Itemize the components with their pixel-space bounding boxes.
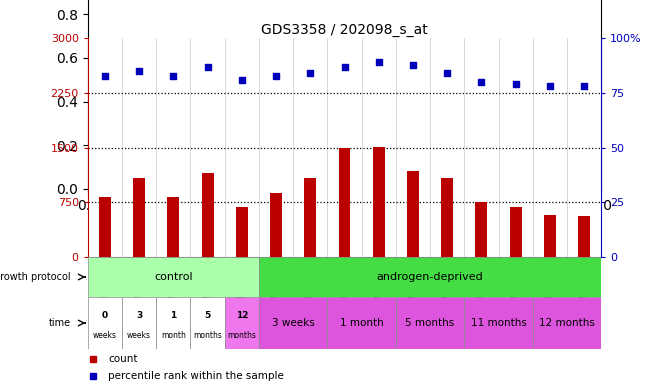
Bar [328,297,396,349]
Bar [441,178,453,257]
Point [237,77,247,83]
Bar [190,297,225,349]
Point [579,83,590,89]
Text: 5 months: 5 months [406,318,455,328]
Text: 1 month: 1 month [340,318,383,328]
Text: percentile rank within the sample: percentile rank within the sample [109,371,284,381]
Text: 1: 1 [170,311,176,320]
Point [271,73,281,79]
Bar [259,297,328,349]
Text: 5: 5 [205,311,211,320]
Text: months: months [227,331,256,341]
Text: 12 months: 12 months [539,318,595,328]
Bar [167,197,179,257]
Text: months: months [193,331,222,341]
Text: month: month [161,331,186,341]
Bar [122,297,156,349]
Bar [396,297,464,349]
Text: growth protocol: growth protocol [0,272,71,282]
Bar [475,202,488,257]
Bar [544,215,556,257]
Point [408,61,418,68]
Bar [270,193,282,257]
Text: time: time [49,318,71,328]
Bar [578,216,590,257]
Bar [202,173,214,257]
Bar [88,297,122,349]
Text: 0: 0 [102,311,108,320]
Text: 11 months: 11 months [471,318,526,328]
Point [305,70,315,76]
Point [545,83,555,89]
Bar [464,297,533,349]
Point [510,81,521,88]
Bar [407,171,419,257]
Bar [339,148,350,257]
Point [476,79,487,85]
Point [202,64,213,70]
Bar [225,297,259,349]
Point [134,68,144,74]
Bar [156,297,190,349]
Title: GDS3358 / 202098_s_at: GDS3358 / 202098_s_at [261,23,428,37]
Point [442,70,452,76]
Bar [236,207,248,257]
Text: 3 weeks: 3 weeks [272,318,315,328]
Text: androgen-deprived: androgen-deprived [377,272,484,282]
Text: 12: 12 [235,311,248,320]
Text: count: count [109,354,138,364]
Bar [133,178,145,257]
Text: control: control [154,272,192,282]
Point [99,73,110,79]
Text: weeks: weeks [93,331,117,341]
Text: weeks: weeks [127,331,151,341]
Bar [88,257,259,297]
Bar [259,257,601,297]
Bar [533,297,601,349]
Bar [510,207,522,257]
Bar [99,197,111,257]
Bar [372,147,385,257]
Point [339,64,350,70]
Text: 3: 3 [136,311,142,320]
Point [168,73,179,79]
Point [374,60,384,66]
Bar [304,178,317,257]
